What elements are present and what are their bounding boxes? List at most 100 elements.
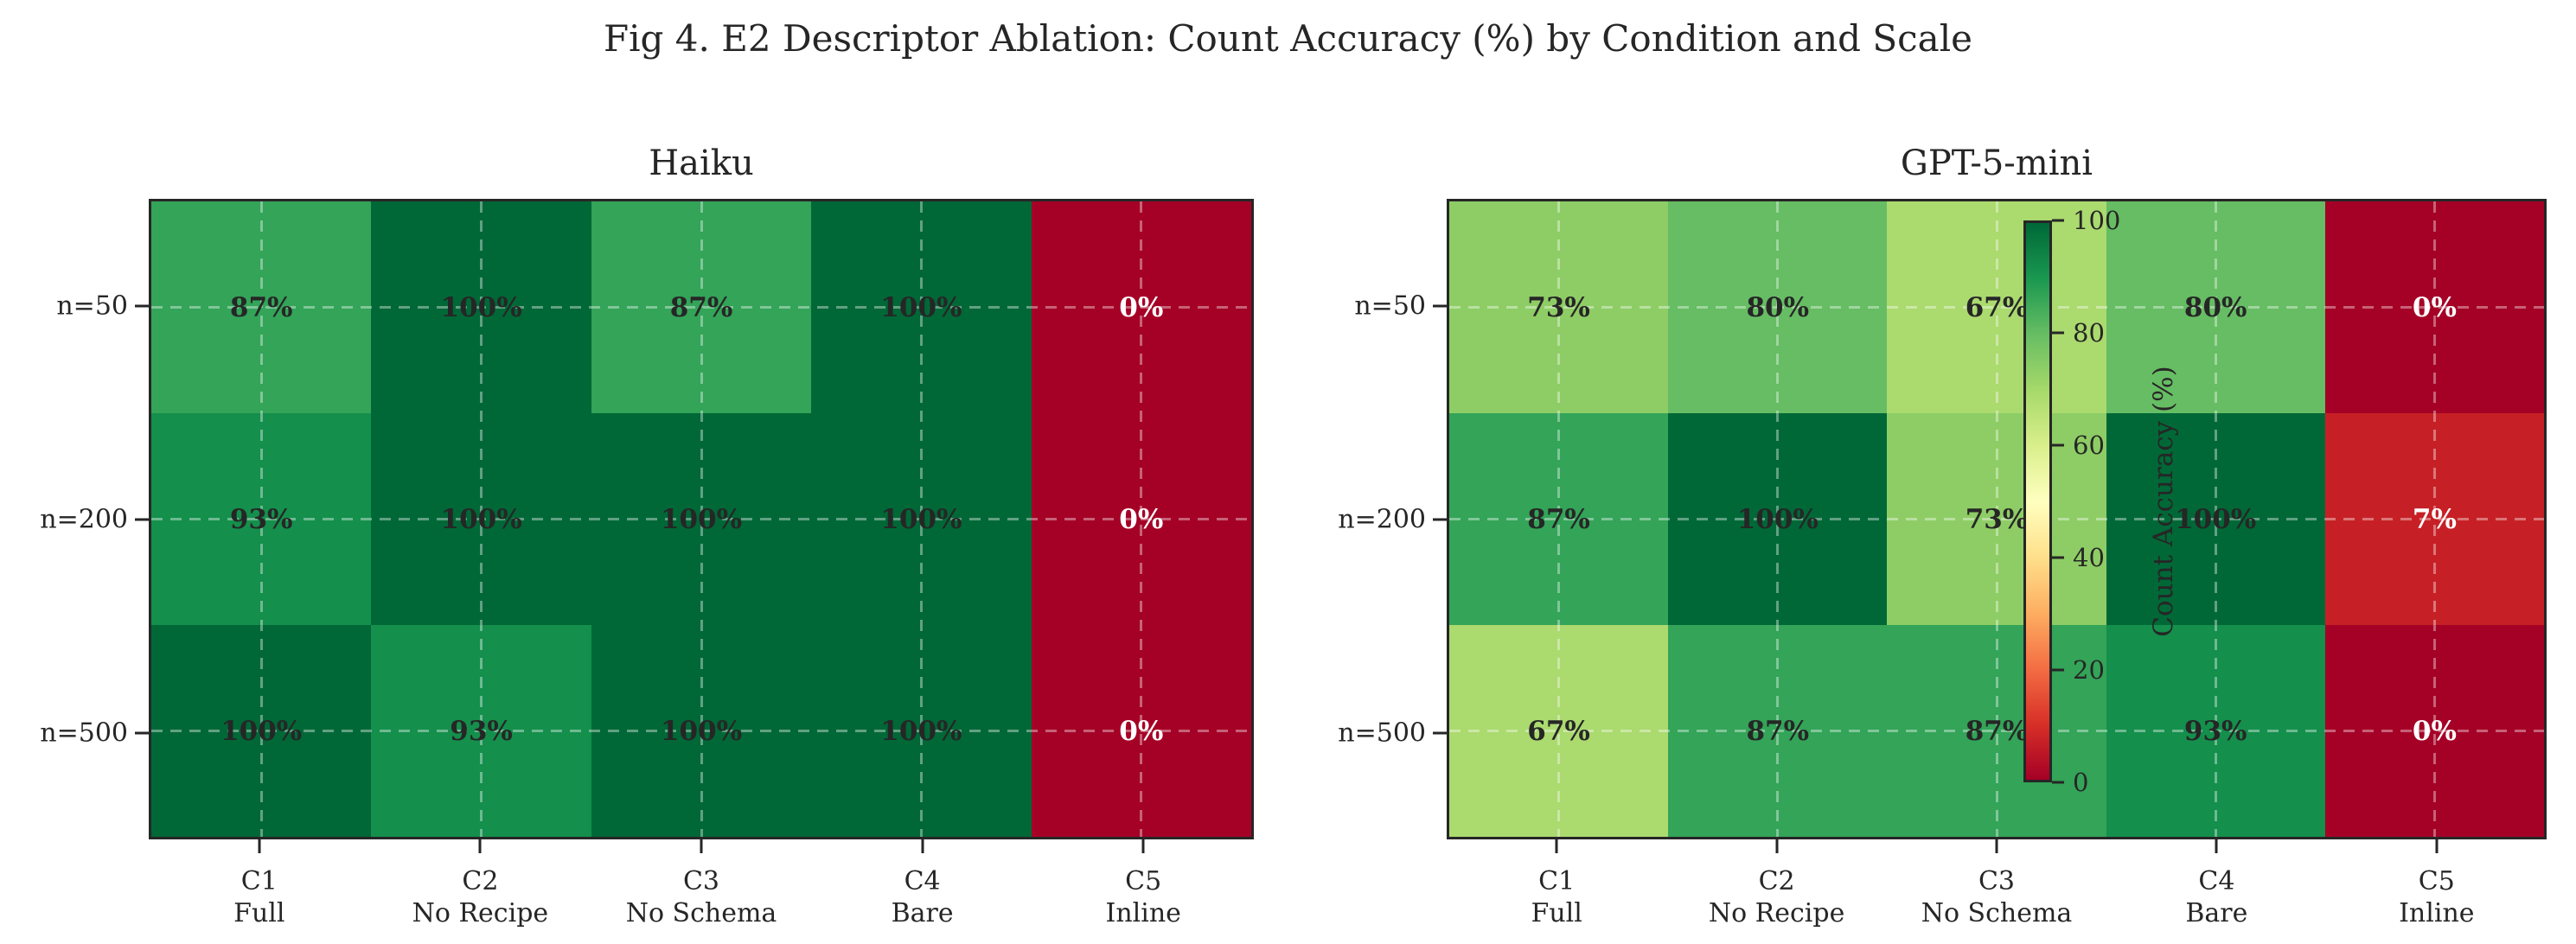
- cell-value-label: 100%: [1736, 503, 1819, 535]
- cell-value-label: 93%: [450, 715, 513, 747]
- heatmap-cell: [1668, 201, 1889, 415]
- y-tick-mark: [135, 731, 149, 734]
- colorbar-tick-label: 100: [2073, 206, 2121, 235]
- heatmap-cell: [1449, 625, 1671, 837]
- condition-name: No Schema: [1921, 898, 2073, 928]
- cell-value-label: 100%: [660, 715, 743, 747]
- colorbar-gradient: [2023, 220, 2052, 782]
- colorbar-tick-mark: [2052, 781, 2064, 784]
- grid-line-horizontal: [1449, 305, 2544, 309]
- x-tick-mark: [1995, 839, 1998, 853]
- cell-value-label: 87%: [1527, 503, 1590, 535]
- heatmap-cell: [2106, 413, 2327, 627]
- condition-code: C2: [462, 866, 499, 896]
- y-tick-label: n=50: [56, 290, 128, 321]
- colorbar-axis-label: Count Accuracy (%): [2148, 366, 2179, 637]
- x-tick-label: C5 Inline: [2399, 865, 2474, 929]
- grid-line-vertical: [1557, 201, 1561, 837]
- condition-code: C5: [2418, 866, 2455, 896]
- cell-value-label: 67%: [1527, 715, 1590, 747]
- heatmap-cell: [1887, 625, 2108, 837]
- cell-value-label: 73%: [1965, 503, 2029, 535]
- heatmap-cell: [1668, 413, 1889, 627]
- condition-name: No Recipe: [1708, 898, 1845, 928]
- colorbar-tick-mark: [2052, 556, 2064, 559]
- grid-line-horizontal: [151, 305, 1251, 309]
- cell-value-label: 100%: [880, 503, 962, 535]
- heatmap-cell: [1031, 625, 1251, 837]
- colorbar-tick-label: 60: [2073, 431, 2105, 460]
- heatmap-cell: [1887, 413, 2108, 627]
- heatmap-cell: [1449, 413, 1671, 627]
- heatmap-cell: [811, 413, 1033, 627]
- heatmap-cell: [151, 201, 374, 415]
- y-tick-mark: [135, 518, 149, 520]
- heatmap-cell: [811, 201, 1033, 415]
- cell-value-label: 100%: [880, 715, 962, 747]
- x-tick-label: C1 Full: [1531, 865, 1582, 929]
- condition-name: No Schema: [625, 898, 777, 928]
- heatmap-cell: [591, 413, 814, 627]
- y-tick-mark: [1433, 731, 1447, 734]
- heatmap-cell: [371, 413, 593, 627]
- colorbar-tick-label: 0: [2073, 768, 2089, 797]
- condition-code: C1: [240, 866, 278, 896]
- grid-line-vertical: [480, 201, 483, 837]
- colorbar-tick-mark: [2052, 331, 2064, 335]
- x-tick-mark: [1775, 839, 1779, 853]
- cell-value-label: 100%: [2175, 503, 2257, 535]
- heatmap-cell: [151, 413, 374, 627]
- heatmap-axes: 73% 80% 67% 80% 0% 87% 100% 73% 100% 7% 67% 87% 87% 9…: [1447, 199, 2547, 839]
- condition-code: C1: [1538, 866, 1576, 896]
- grid-line-vertical: [1776, 201, 1780, 837]
- y-tick-mark: [1433, 518, 1447, 520]
- cell-value-label: 93%: [2183, 715, 2247, 747]
- x-tick-label: C1 Full: [233, 865, 284, 929]
- condition-name: No Recipe: [412, 898, 549, 928]
- grid-line-vertical: [919, 201, 923, 837]
- colorbar-tick-label: 40: [2073, 543, 2105, 572]
- cell-value-label: 0%: [1119, 715, 1164, 747]
- heatmap-cell: [2106, 625, 2327, 837]
- heatmap-cell: [2106, 201, 2327, 415]
- condition-code: C2: [1758, 866, 1795, 896]
- cell-value-label: 0%: [2412, 291, 2457, 323]
- heatmap-cell: [151, 625, 374, 837]
- colorbar-tick-mark: [2052, 443, 2064, 447]
- y-tick-mark: [1433, 304, 1447, 307]
- heatmap-cell: [2324, 201, 2544, 415]
- x-tick-mark: [1555, 839, 1558, 853]
- cell-value-label: 0%: [2412, 715, 2457, 747]
- heatmap-cell: [591, 625, 814, 837]
- heatmap-cell: [2324, 413, 2544, 627]
- cell-value-label: 93%: [229, 503, 293, 535]
- condition-name: Full: [1531, 898, 1582, 928]
- grid-line-horizontal: [151, 518, 1251, 520]
- x-tick-mark: [700, 839, 703, 853]
- heatmap-cell: [371, 625, 593, 837]
- y-tick-label: n=200: [40, 504, 128, 534]
- condition-name: Bare: [2185, 898, 2248, 928]
- panel-title: Haiku: [649, 144, 754, 183]
- grid-line-horizontal: [1449, 730, 2544, 732]
- cell-value-label: 87%: [1965, 715, 2029, 747]
- heatmap-cell: [1449, 201, 1671, 415]
- cell-value-label: 73%: [1527, 291, 1590, 323]
- cell-value-label: 0%: [1119, 291, 1164, 323]
- cell-value-label: 100%: [221, 715, 303, 747]
- heatmap-cell: [1668, 625, 1889, 837]
- condition-name: Bare: [891, 898, 954, 928]
- y-tick-label: n=500: [1338, 718, 1426, 748]
- colorbar-tick-label: 80: [2073, 318, 2105, 348]
- cell-value-label: 100%: [880, 291, 962, 323]
- condition-name: Full: [233, 898, 285, 928]
- y-tick-label: n=50: [1354, 290, 1426, 321]
- cell-value-label: 80%: [1746, 291, 1810, 323]
- x-tick-mark: [1141, 839, 1145, 853]
- x-tick-label: C5 Inline: [1105, 865, 1180, 929]
- colorbar-tick-label: 20: [2073, 655, 2105, 685]
- condition-code: C4: [904, 866, 941, 896]
- grid-line-horizontal: [151, 730, 1251, 732]
- x-tick-mark: [921, 839, 924, 853]
